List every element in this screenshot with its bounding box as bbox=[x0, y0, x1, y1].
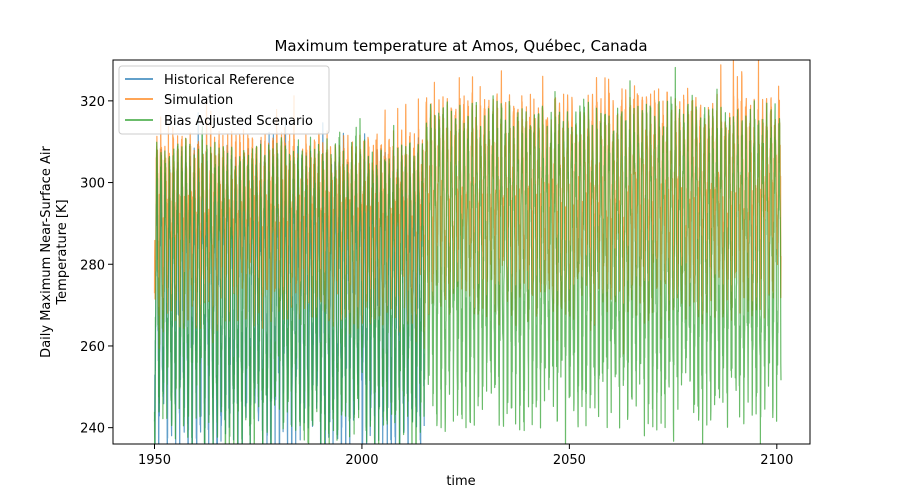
legend-label-bias-adjusted: Bias Adjusted Scenario bbox=[164, 114, 313, 129]
x-tick-label: 2000 bbox=[345, 453, 378, 468]
y-axis-label-line-1: Daily Maximum Near-Surface Air bbox=[39, 146, 54, 358]
legend: Historical Reference Simulation Bias Adj… bbox=[118, 65, 330, 135]
y-tick-label: 260 bbox=[80, 340, 105, 355]
series-layer bbox=[153, 60, 782, 444]
y-tick-label: 320 bbox=[80, 95, 105, 110]
y-tick-label: 300 bbox=[80, 177, 105, 192]
x-tick-label: 1950 bbox=[138, 453, 171, 468]
x-tick-label: 2050 bbox=[553, 453, 586, 468]
x-axis-label: time bbox=[446, 474, 475, 489]
x-tick-label: 2100 bbox=[760, 453, 793, 468]
legend-label-simulation: Simulation bbox=[164, 93, 233, 108]
legend-label-historical: Historical Reference bbox=[164, 73, 295, 88]
y-tick-label: 240 bbox=[80, 422, 105, 437]
y-axis-label-line-2: Temperature [K] bbox=[55, 199, 70, 305]
series-line-bias-adjusted-scenario bbox=[153, 66, 782, 444]
chart-title: Maximum temperature at Amos, Québec, Can… bbox=[274, 37, 647, 55]
legend-box bbox=[118, 65, 330, 135]
y-axis-label-group: Daily Maximum Near-Surface Air Temperatu… bbox=[39, 146, 70, 358]
y-ticks: 240 260 280 300 320 bbox=[80, 95, 113, 437]
y-tick-label: 280 bbox=[80, 258, 105, 273]
plot-frame bbox=[112, 59, 811, 445]
x-ticks: 1950 2000 2050 2100 bbox=[138, 444, 793, 468]
